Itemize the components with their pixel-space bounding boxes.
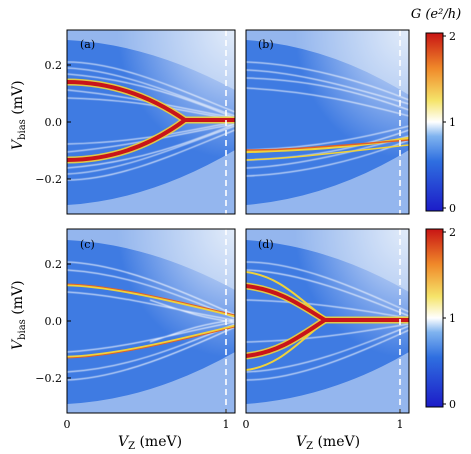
x-tick-label: 0 bbox=[64, 418, 71, 431]
x-axis-right: 0 1 VZ (meV) bbox=[243, 409, 404, 452]
x-axis-left: 0 1 VZ (meV) bbox=[64, 409, 230, 452]
colorbar-tick: 2 bbox=[449, 30, 456, 43]
panel-c: (c) bbox=[66, 228, 236, 414]
panel-label-c: (c) bbox=[80, 238, 95, 251]
y-axis-title: Vbias (mV) bbox=[10, 280, 28, 350]
panel-b: (b) bbox=[245, 29, 410, 215]
panel-label-a: (a) bbox=[80, 38, 95, 51]
x-tick-label: 1 bbox=[397, 418, 404, 431]
colorbar-tick: 2 bbox=[449, 226, 456, 239]
x-tick-label: 0 bbox=[243, 418, 250, 431]
y-axis-title: Vbias (mV) bbox=[10, 80, 28, 150]
y-tick-label: 0.0 bbox=[45, 315, 63, 328]
panel-label-d: (d) bbox=[258, 238, 274, 251]
x-axis-title: VZ (meV) bbox=[118, 434, 182, 452]
x-tick-label: 1 bbox=[223, 418, 230, 431]
y-tick-label: −0.2 bbox=[35, 173, 62, 186]
colorbar-tick: 1 bbox=[449, 312, 456, 325]
y-axis-top: 0.2 0.0 −0.2 Vbias (mV) bbox=[10, 59, 71, 186]
colorbar-tick: 1 bbox=[449, 116, 456, 129]
y-tick-label: 0.2 bbox=[45, 59, 63, 72]
panel-d: (d) bbox=[245, 228, 410, 414]
colorbar-tick: 0 bbox=[449, 202, 456, 215]
colorbar-tick: 0 bbox=[449, 398, 456, 411]
colorbar-title: G (e²/h) bbox=[411, 7, 461, 22]
panel-a: (a) bbox=[66, 29, 236, 215]
colorbar-top: G (e²/h) 2 1 0 bbox=[411, 7, 461, 215]
colorbar-bottom: 2 1 0 bbox=[425, 226, 456, 411]
y-tick-label: 0.2 bbox=[45, 258, 63, 271]
y-tick-label: 0.0 bbox=[45, 116, 63, 129]
y-axis-bottom: 0.2 0.0 −0.2 Vbias (mV) bbox=[10, 258, 71, 385]
x-axis-title: VZ (meV) bbox=[296, 434, 360, 452]
panel-label-b: (b) bbox=[258, 38, 274, 51]
y-tick-label: −0.2 bbox=[35, 372, 62, 385]
